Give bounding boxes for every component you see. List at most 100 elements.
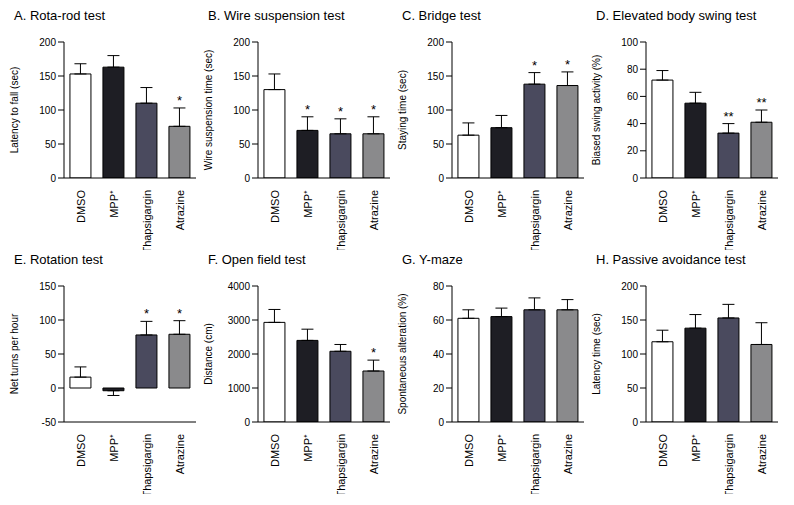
svg-text:Thapsigargin: Thapsigargin (529, 190, 541, 250)
svg-text:100: 100 (621, 349, 638, 360)
svg-text:50: 50 (45, 349, 57, 360)
svg-text:Latency time (sec): Latency time (sec) (591, 313, 602, 395)
svg-text:MPP⁺: MPP⁺ (302, 434, 314, 462)
svg-text:100: 100 (621, 37, 638, 48)
svg-text:150: 150 (427, 71, 444, 82)
svg-text:Staying time (sec): Staying time (sec) (397, 70, 408, 150)
svg-text:Thapsigargin: Thapsigargin (335, 434, 347, 494)
svg-text:DMSO: DMSO (269, 190, 281, 223)
svg-text:150: 150 (621, 315, 638, 326)
svg-text:0: 0 (632, 173, 638, 184)
svg-text:Spontaneous alteration (%): Spontaneous alteration (%) (397, 293, 408, 414)
svg-text:200: 200 (621, 281, 638, 292)
svg-text:60: 60 (433, 315, 445, 326)
svg-text:**: ** (723, 109, 733, 124)
svg-text:50: 50 (627, 383, 639, 394)
svg-text:1000: 1000 (228, 383, 251, 394)
svg-text:50: 50 (239, 139, 251, 150)
svg-text:200: 200 (427, 37, 444, 48)
svg-text:100: 100 (39, 315, 56, 326)
svg-text:0: 0 (632, 417, 638, 428)
svg-text:100: 100 (233, 105, 250, 116)
svg-text:40: 40 (433, 349, 445, 360)
svg-text:60: 60 (627, 91, 639, 102)
html-text:F. Open field test: F. Open field test (208, 252, 306, 267)
svg-text:150: 150 (39, 71, 56, 82)
svg-text:20: 20 (433, 383, 445, 394)
svg-text:DMSO: DMSO (657, 190, 669, 223)
svg-text:Thapsigargin: Thapsigargin (529, 434, 541, 494)
svg-text:*: * (371, 102, 376, 117)
svg-text:DMSO: DMSO (657, 434, 669, 467)
svg-text:MPP⁺: MPP⁺ (302, 190, 314, 218)
svg-text:Wire suspension time (sec): Wire suspension time (sec) (203, 50, 214, 171)
html-text:H. Passive avoidance test: H. Passive avoidance test (596, 252, 746, 267)
svg-text:200: 200 (39, 37, 56, 48)
svg-text:0: 0 (244, 417, 250, 428)
html-text:D. Elevated body swing test: D. Elevated body swing test (596, 8, 757, 23)
svg-text:*: * (338, 104, 343, 119)
svg-text:2000: 2000 (228, 349, 251, 360)
svg-text:150: 150 (233, 71, 250, 82)
svg-text:Biased swing activity (%): Biased swing activity (%) (591, 55, 602, 166)
svg-text:*: * (532, 58, 537, 73)
svg-text:*: * (565, 57, 570, 72)
svg-text:**: ** (756, 95, 766, 110)
svg-text:DMSO: DMSO (75, 190, 87, 223)
svg-text:*: * (177, 306, 182, 321)
svg-text:Thapsigargin: Thapsigargin (141, 190, 153, 250)
svg-text:DMSO: DMSO (463, 190, 475, 223)
svg-text:Atrazine: Atrazine (174, 190, 186, 230)
svg-text:3000: 3000 (228, 315, 251, 326)
html-text:B. Wire suspension test: B. Wire suspension test (208, 8, 345, 23)
svg-text:200: 200 (233, 37, 250, 48)
svg-text:4000: 4000 (228, 281, 251, 292)
html-text:G. Y-maze: G. Y-maze (402, 252, 463, 267)
svg-text:Atrazine: Atrazine (562, 190, 574, 230)
svg-text:*: * (371, 345, 376, 360)
svg-text:40: 40 (627, 118, 639, 129)
svg-text:150: 150 (39, 281, 56, 292)
svg-text:Thapsigargin: Thapsigargin (723, 190, 735, 250)
svg-text:DMSO: DMSO (463, 434, 475, 467)
svg-text:Distance (cm): Distance (cm) (203, 323, 214, 385)
html-text:C. Bridge test: C. Bridge test (402, 8, 481, 23)
svg-text:*: * (177, 93, 182, 108)
svg-text:DMSO: DMSO (269, 434, 281, 467)
svg-text:80: 80 (433, 281, 445, 292)
svg-text:0: 0 (50, 383, 56, 394)
svg-text:MPP⁺: MPP⁺ (690, 434, 702, 462)
html-text:E. Rotation test: E. Rotation test (14, 252, 103, 267)
svg-text:20: 20 (627, 145, 639, 156)
svg-text:80: 80 (627, 64, 639, 75)
html-text:A. Rota-rod test: A. Rota-rod test (14, 8, 105, 23)
svg-text:MPP⁺: MPP⁺ (108, 190, 120, 218)
svg-text:0: 0 (438, 417, 444, 428)
svg-text:Atrazine: Atrazine (174, 434, 186, 474)
svg-text:0: 0 (50, 173, 56, 184)
svg-text:MPP⁺: MPP⁺ (108, 434, 120, 462)
svg-text:Atrazine: Atrazine (756, 434, 768, 474)
svg-text:Atrazine: Atrazine (368, 190, 380, 230)
svg-text:MPP⁺: MPP⁺ (496, 434, 508, 462)
svg-text:Net turns per hour: Net turns per hour (9, 313, 20, 394)
svg-text:100: 100 (427, 105, 444, 116)
svg-text:*: * (305, 102, 310, 117)
svg-text:Atrazine: Atrazine (368, 434, 380, 474)
svg-text:MPP⁺: MPP⁺ (496, 190, 508, 218)
svg-text:Atrazine: Atrazine (756, 190, 768, 230)
svg-text:Thapsigargin: Thapsigargin (335, 190, 347, 250)
svg-text:50: 50 (45, 139, 57, 150)
svg-text:0: 0 (244, 173, 250, 184)
svg-text:Thapsigargin: Thapsigargin (141, 434, 153, 494)
svg-text:-50: -50 (42, 417, 57, 428)
svg-text:100: 100 (39, 105, 56, 116)
svg-text:Latency to fall (sec): Latency to fall (sec) (9, 67, 20, 154)
svg-text:Atrazine: Atrazine (562, 434, 574, 474)
svg-text:MPP⁺: MPP⁺ (690, 190, 702, 218)
svg-text:*: * (144, 306, 149, 321)
svg-text:Thapsigargin: Thapsigargin (723, 434, 735, 494)
svg-text:50: 50 (433, 139, 445, 150)
svg-text:0: 0 (438, 173, 444, 184)
svg-text:DMSO: DMSO (75, 434, 87, 467)
